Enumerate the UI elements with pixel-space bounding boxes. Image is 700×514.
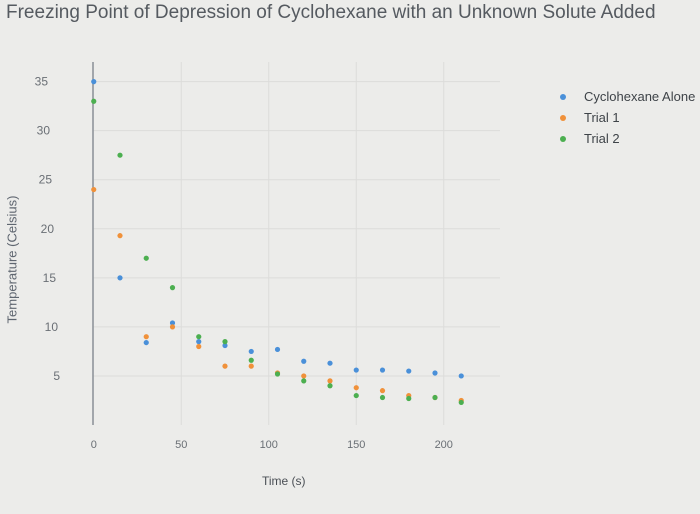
tick-labels: 5 10 15 20 25 30 35 0 50 100 150 200: [35, 75, 453, 451]
data-point-series-2: [196, 343, 202, 350]
data-point-series-1: [222, 342, 228, 349]
y-axis-label: Temperature (Celsius): [4, 195, 20, 324]
data-point-series-3: [274, 371, 281, 377]
data-point-series-3: [458, 399, 464, 406]
data-point-series-1: [353, 367, 359, 373]
data-points: [91, 79, 464, 406]
y-tick-label: 20: [41, 222, 55, 236]
data-point-series-3: [222, 339, 228, 345]
data-point-series-3: [327, 383, 333, 389]
data-point-series-3: [406, 395, 412, 402]
legend-item-trial-2[interactable]: Trial 2: [560, 128, 695, 149]
y-tick-label: 5: [53, 369, 60, 383]
data-point-series-3: [379, 394, 386, 401]
data-point-series-1: [301, 358, 307, 364]
data-point-series-1: [117, 275, 123, 281]
data-point-series-2: [117, 233, 123, 239]
data-point-series-2: [353, 385, 359, 391]
data-point-series-2: [91, 186, 97, 193]
y-tick-label: 30: [37, 124, 51, 138]
data-point-series-2: [222, 363, 228, 369]
legend: Cyclohexane Alone Trial 1 Trial 2: [560, 86, 695, 149]
data-point-series-3: [301, 378, 307, 384]
legend-label: Trial 2: [584, 131, 620, 146]
data-point-series-3: [248, 357, 254, 363]
data-point-series-3: [432, 394, 438, 401]
grid-lines: [93, 62, 500, 425]
x-tick-label: 50: [175, 439, 187, 451]
data-point-series-1: [406, 368, 412, 374]
legend-marker-icon: [560, 135, 566, 142]
data-point-series-1: [379, 367, 386, 373]
x-tick-label: 150: [347, 439, 365, 451]
data-point-series-1: [91, 79, 97, 85]
data-point-series-1: [248, 348, 254, 355]
data-point-series-1: [143, 339, 149, 346]
y-tick-label: 25: [39, 173, 53, 187]
data-point-series-2: [248, 363, 254, 369]
data-point-series-1: [196, 339, 202, 345]
data-point-series-2: [327, 378, 333, 384]
data-point-series-3: [91, 98, 97, 104]
data-point-series-1: [274, 346, 281, 353]
data-point-series-3: [117, 152, 123, 158]
data-point-series-2: [143, 334, 149, 340]
x-tick-label: 200: [435, 439, 453, 451]
x-axis-label: Time (s): [262, 474, 306, 488]
data-point-series-2: [169, 324, 176, 330]
data-point-series-1: [169, 320, 176, 326]
y-tick-label: 35: [35, 75, 49, 89]
data-point-series-2: [379, 388, 386, 394]
data-point-series-1: [327, 360, 333, 366]
x-tick-label: 0: [91, 439, 97, 451]
y-tick-label: 10: [45, 320, 59, 334]
legend-label: Cyclohexane Alone: [584, 89, 696, 104]
data-point-series-3: [353, 392, 359, 399]
data-point-series-2: [301, 373, 307, 379]
x-tick-label: 100: [260, 439, 278, 451]
data-point-series-3: [143, 255, 149, 261]
legend-item-cyclohexane-alone[interactable]: Cyclohexane Alone: [560, 86, 695, 107]
chart-title: Freezing Point of Depression of Cyclohex…: [6, 2, 656, 23]
data-point-series-1: [458, 373, 464, 379]
legend-marker-icon: [560, 93, 566, 100]
data-point-series-3: [169, 285, 176, 291]
legend-label: Trial 1: [584, 110, 620, 125]
data-point-series-3: [196, 334, 202, 340]
legend-marker-icon: [560, 114, 566, 121]
y-tick-label: 15: [43, 271, 57, 285]
data-point-series-1: [432, 370, 438, 376]
legend-item-trial-1[interactable]: Trial 1: [560, 107, 695, 128]
